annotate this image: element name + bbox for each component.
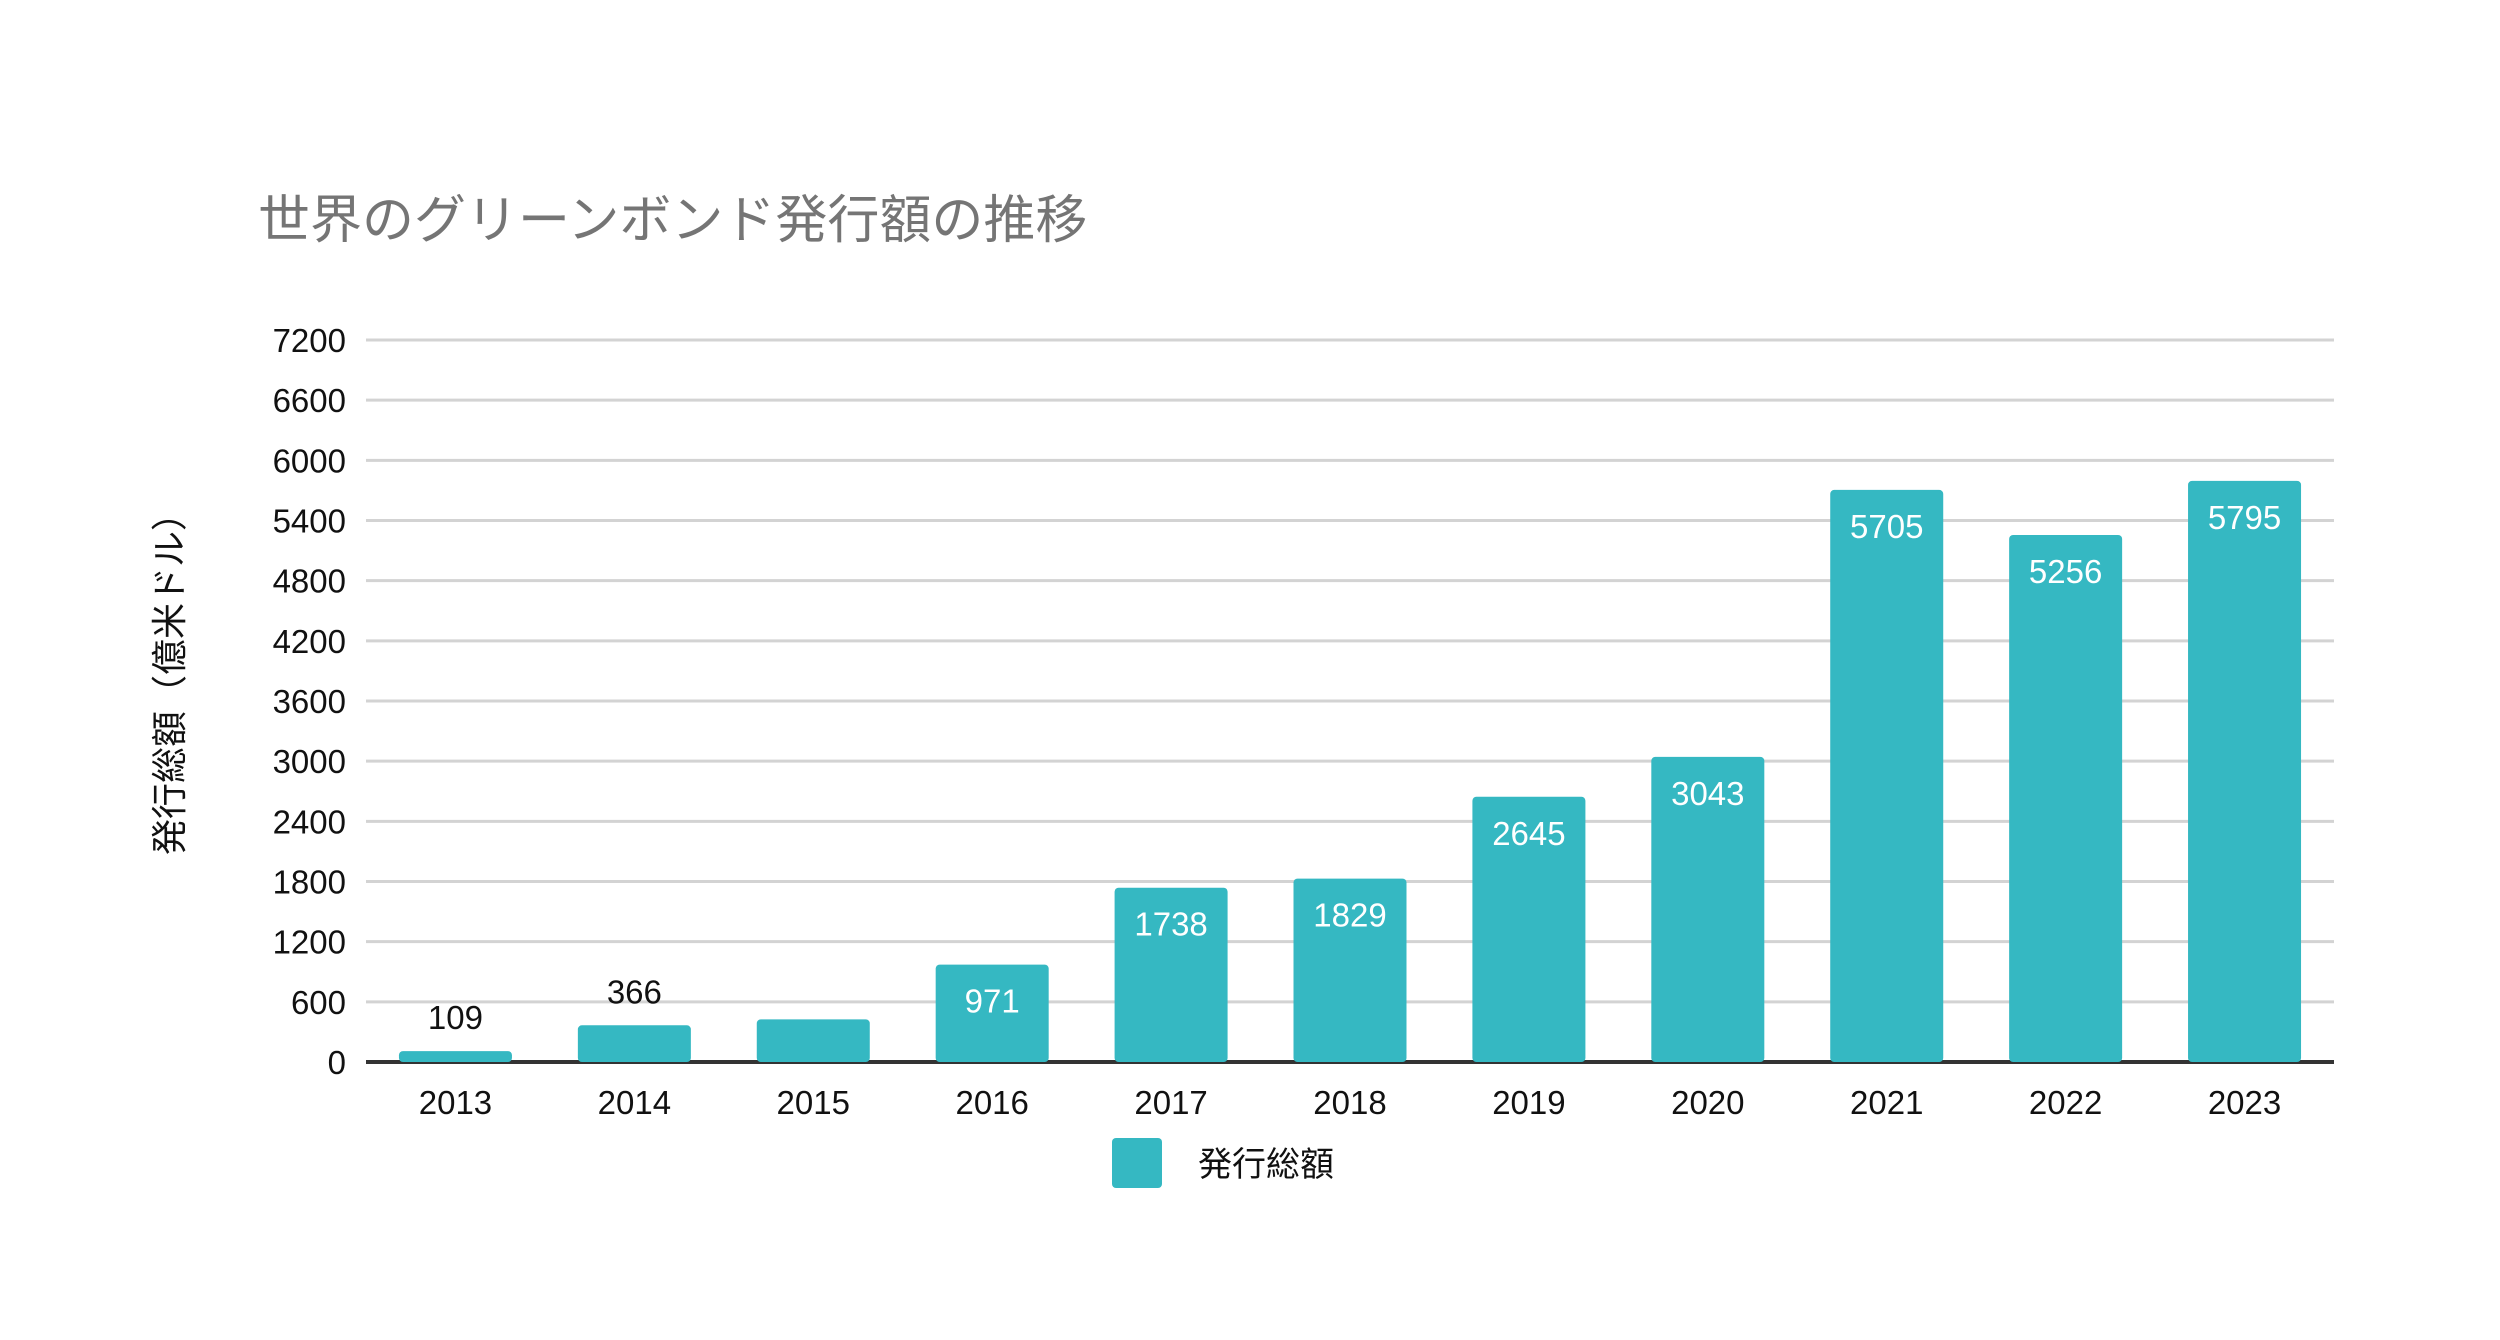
x-tick-label: 2014 xyxy=(598,1084,671,1121)
legend-swatch xyxy=(1112,1138,1162,1188)
x-tick-label: 2020 xyxy=(1671,1084,1744,1121)
data-labels: 109 366 971 1738 1829 2645 3043 5705 5256 5795 xyxy=(428,499,2281,1036)
x-tick-label: 2015 xyxy=(777,1084,850,1121)
bars xyxy=(398,480,2302,1063)
data-label: 5795 xyxy=(2208,499,2281,536)
x-tick-label: 2017 xyxy=(1134,1084,1207,1121)
chart-title: 世界のグリーンボンド発行額の推移 xyxy=(258,191,1088,251)
x-tick-label: 2021 xyxy=(1850,1084,1923,1121)
bar xyxy=(577,1025,691,1062)
data-label: 366 xyxy=(607,973,662,1010)
y-tick-label: 5400 xyxy=(273,503,346,540)
bar xyxy=(1114,887,1228,1062)
bar xyxy=(935,964,1049,1062)
x-tick-label: 2019 xyxy=(1492,1084,1565,1121)
bar xyxy=(1651,756,1765,1062)
y-tick-label: 1200 xyxy=(273,924,346,961)
y-axis-title: 発行総額（億米ドル） xyxy=(150,495,191,855)
y-tick-label: 4200 xyxy=(273,623,346,660)
data-label: 5256 xyxy=(2029,553,2102,590)
y-tick-label: 6000 xyxy=(273,442,346,479)
x-axis-ticks: 2013 2014 2015 2016 2017 2018 2019 2020 2021 2022… xyxy=(419,1084,2282,1121)
y-tick-label: 0 xyxy=(328,1044,346,1081)
bar xyxy=(1293,878,1407,1062)
y-tick-label: 6600 xyxy=(273,382,346,419)
y-tick-label: 2400 xyxy=(273,803,346,840)
data-label: 1738 xyxy=(1134,906,1207,943)
data-label: 971 xyxy=(965,983,1020,1020)
y-tick-label: 7200 xyxy=(273,322,346,359)
bar xyxy=(2188,480,2302,1063)
data-label: 5705 xyxy=(1850,508,1923,545)
y-tick-label: 4800 xyxy=(273,563,346,600)
y-axis-ticks: 0 600 1200 1800 2400 3000 3600 4200 4800 5400 6000… xyxy=(273,322,346,1081)
legend: 発行総額 xyxy=(1112,1138,1334,1188)
legend-label: 発行総額 xyxy=(1198,1145,1334,1185)
y-tick-label: 1800 xyxy=(273,864,346,901)
x-tick-label: 2018 xyxy=(1313,1084,1386,1121)
y-tick-label: 600 xyxy=(291,984,346,1021)
x-tick-label: 2023 xyxy=(2208,1084,2281,1121)
x-tick-label: 2016 xyxy=(955,1084,1028,1121)
bar xyxy=(756,1019,870,1062)
x-tick-label: 2022 xyxy=(2029,1084,2102,1121)
bar xyxy=(1830,489,1944,1062)
y-tick-label: 3000 xyxy=(273,743,346,780)
y-tick-label: 3600 xyxy=(273,683,346,720)
x-tick-label: 2013 xyxy=(419,1084,492,1121)
bar xyxy=(2009,534,2123,1062)
data-label: 3043 xyxy=(1671,775,1744,812)
data-label: 1829 xyxy=(1313,897,1386,934)
bar xyxy=(1472,796,1586,1062)
data-label: 109 xyxy=(428,999,483,1036)
data-label: 2645 xyxy=(1492,815,1565,852)
bar xyxy=(398,1051,512,1062)
